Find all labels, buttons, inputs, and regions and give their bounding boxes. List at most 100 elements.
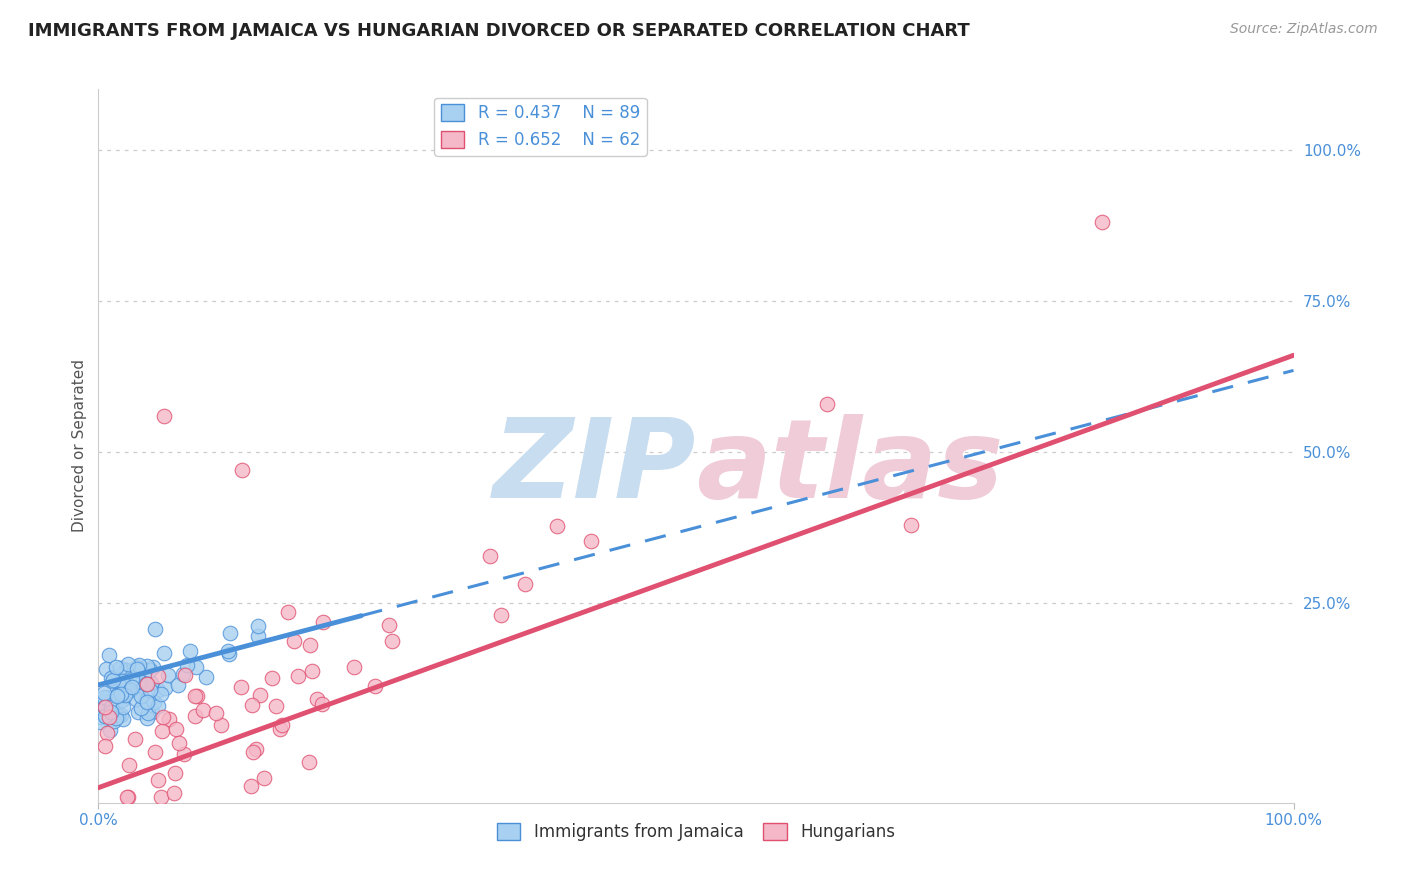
Point bbox=[299, 639, 322, 653]
Point bbox=[242, 746, 264, 760]
Point bbox=[103, 714, 125, 728]
Point bbox=[184, 660, 207, 674]
Point bbox=[148, 773, 170, 788]
Point bbox=[100, 700, 122, 714]
Point bbox=[97, 700, 120, 714]
Point bbox=[146, 669, 169, 683]
Point bbox=[129, 690, 152, 704]
Point bbox=[546, 519, 568, 533]
Point bbox=[152, 709, 174, 723]
Point bbox=[121, 672, 143, 686]
Point bbox=[249, 688, 271, 702]
Point bbox=[104, 659, 127, 673]
Point bbox=[117, 657, 139, 671]
Point bbox=[900, 517, 922, 532]
Point bbox=[231, 680, 253, 694]
Point bbox=[97, 648, 120, 663]
Point bbox=[247, 628, 270, 642]
Point bbox=[343, 660, 366, 674]
Point bbox=[253, 772, 276, 786]
Point bbox=[125, 691, 148, 706]
Text: IMMIGRANTS FROM JAMAICA VS HUNGARIAN DIVORCED OR SEPARATED CORRELATION CHART: IMMIGRANTS FROM JAMAICA VS HUNGARIAN DIV… bbox=[28, 22, 970, 40]
Point bbox=[153, 409, 176, 423]
Point bbox=[271, 718, 294, 732]
Point bbox=[117, 789, 139, 804]
Point bbox=[135, 694, 157, 708]
Point bbox=[167, 736, 190, 750]
Point bbox=[127, 662, 149, 676]
Point bbox=[105, 688, 128, 702]
Point bbox=[135, 695, 157, 709]
Point bbox=[136, 706, 159, 720]
Point bbox=[209, 718, 232, 732]
Point bbox=[478, 549, 501, 563]
Point bbox=[128, 673, 150, 688]
Point bbox=[312, 615, 335, 629]
Point bbox=[142, 695, 165, 709]
Point bbox=[108, 661, 131, 675]
Point bbox=[142, 659, 165, 673]
Point bbox=[139, 663, 162, 677]
Point bbox=[186, 689, 208, 703]
Point bbox=[163, 765, 186, 780]
Point bbox=[114, 663, 136, 677]
Point bbox=[283, 633, 305, 648]
Point bbox=[143, 745, 166, 759]
Point bbox=[111, 692, 134, 706]
Point bbox=[94, 739, 117, 753]
Text: Source: ZipAtlas.com: Source: ZipAtlas.com bbox=[1230, 22, 1378, 37]
Point bbox=[269, 722, 291, 736]
Point bbox=[298, 756, 321, 770]
Point bbox=[100, 694, 122, 708]
Point bbox=[127, 659, 149, 673]
Point bbox=[260, 671, 283, 685]
Point bbox=[110, 670, 132, 684]
Point bbox=[105, 674, 128, 689]
Point bbox=[173, 747, 195, 761]
Point bbox=[152, 647, 174, 661]
Point bbox=[141, 705, 163, 719]
Point bbox=[100, 705, 122, 719]
Point bbox=[114, 676, 136, 690]
Point bbox=[127, 705, 149, 719]
Point bbox=[101, 697, 124, 711]
Point bbox=[174, 668, 197, 682]
Point bbox=[98, 723, 121, 738]
Point bbox=[179, 644, 201, 658]
Point bbox=[139, 682, 162, 697]
Point bbox=[153, 681, 176, 696]
Text: ZIP: ZIP bbox=[492, 414, 696, 521]
Point bbox=[217, 644, 239, 658]
Point bbox=[128, 673, 150, 688]
Point bbox=[146, 698, 169, 713]
Point bbox=[183, 709, 205, 723]
Point bbox=[242, 698, 264, 712]
Text: atlas: atlas bbox=[696, 414, 1004, 521]
Legend: Immigrants from Jamaica, Hungarians: Immigrants from Jamaica, Hungarians bbox=[491, 816, 901, 848]
Point bbox=[101, 674, 124, 689]
Point bbox=[301, 665, 323, 679]
Point bbox=[135, 659, 157, 673]
Point bbox=[118, 758, 141, 772]
Point bbox=[112, 690, 135, 705]
Point bbox=[205, 706, 228, 720]
Point bbox=[96, 726, 118, 740]
Point bbox=[176, 657, 198, 672]
Point bbox=[307, 692, 329, 706]
Point bbox=[115, 663, 138, 677]
Point bbox=[191, 703, 214, 717]
Point bbox=[89, 715, 111, 730]
Point bbox=[264, 699, 287, 714]
Point bbox=[93, 699, 115, 714]
Point bbox=[143, 623, 166, 637]
Point bbox=[120, 682, 142, 697]
Point bbox=[93, 686, 115, 700]
Point bbox=[117, 789, 139, 804]
Point bbox=[110, 687, 132, 701]
Point bbox=[184, 689, 207, 703]
Point bbox=[128, 658, 150, 673]
Point bbox=[311, 698, 333, 712]
Point bbox=[125, 675, 148, 690]
Point bbox=[128, 681, 150, 695]
Point bbox=[136, 677, 159, 691]
